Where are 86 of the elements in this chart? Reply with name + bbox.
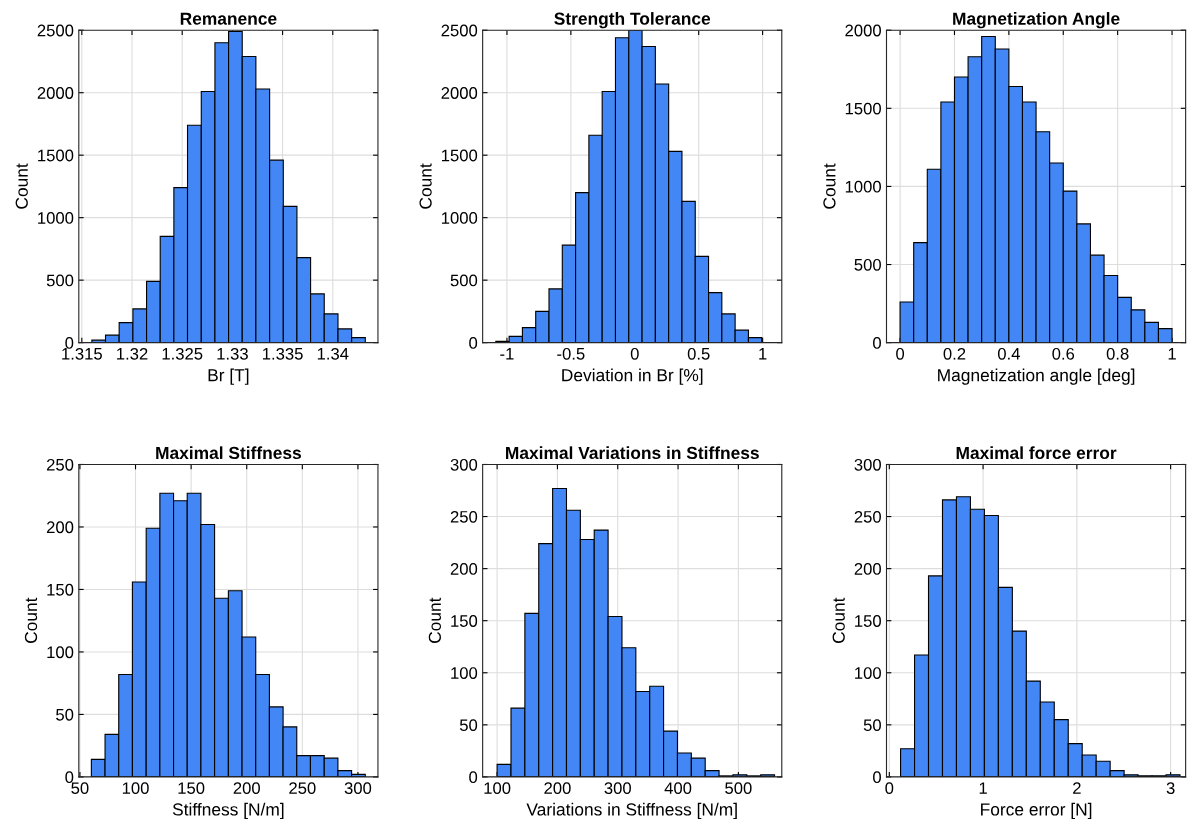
x-tick-label: -1 [500, 348, 514, 360]
y-tick-label: 100 [47, 646, 74, 659]
y-tick-label: 0 [469, 771, 478, 784]
x-tick-label: 1.34 [317, 347, 349, 360]
x-tick-label: 0.6 [1052, 347, 1075, 360]
x-tick-label: 1 [979, 782, 987, 794]
y-tick-label: 2500 [37, 24, 74, 37]
x-tick-label: 250 [289, 782, 316, 795]
chart-title: Remanence [180, 12, 277, 25]
x-tick-label: -0.5 [557, 347, 585, 360]
y-tick-label: 250 [854, 510, 881, 523]
y-tick-label: 0 [873, 337, 881, 349]
y-tick-label: 100 [855, 667, 881, 679]
x-tick-label: 0 [896, 347, 905, 360]
x-axis-title: Deviation in Br [%] [562, 368, 703, 385]
y-axis-title: Count [832, 597, 845, 643]
y-tick-label: 2500 [441, 24, 478, 37]
y-axis-title: Count [419, 163, 432, 209]
y-tick-label: 50 [56, 708, 74, 721]
x-tick-label: 1 [759, 348, 767, 360]
x-tick-label: 0.2 [943, 347, 966, 360]
chart-title: Maximal Stiffness [156, 446, 301, 460]
x-tick-label: 300 [344, 782, 372, 795]
y-tick-label: 1500 [441, 149, 478, 162]
y-tick-label: 200 [450, 563, 478, 575]
y-tick-label: 1500 [38, 149, 74, 162]
chart-title: Strength Tolerance [554, 12, 711, 29]
y-axis-title: Count [428, 597, 441, 643]
x-tick-label: 2 [1073, 782, 1081, 794]
x-axis-title: Force error [N] [981, 802, 1092, 820]
x-tick-label: 150 [178, 782, 205, 795]
y-axis-title: Count [823, 163, 836, 209]
y-tick-label: 300 [854, 458, 881, 471]
y-tick-label: 500 [46, 274, 74, 287]
chart-title: Maximal Variations in Stiffness [506, 446, 759, 460]
y-tick-label: 1000 [845, 180, 881, 193]
y-tick-label: 250 [450, 510, 478, 523]
y-tick-label: 200 [46, 521, 74, 534]
y-tick-label: 1000 [441, 212, 478, 224]
x-axis-title: Br [T] [208, 368, 249, 385]
y-tick-label: 100 [451, 667, 478, 679]
x-tick-label: 1 [1168, 348, 1176, 360]
x-axis-title: Variations in Stiffness [N/m] [526, 802, 737, 820]
y-tick-label: 150 [451, 615, 478, 627]
y-tick-label: 150 [47, 583, 74, 596]
chart-title: Maximal force error [956, 446, 1117, 460]
x-tick-label: 200 [233, 782, 260, 795]
x-axis-title: Stiffness [N/m] [172, 802, 284, 820]
y-tick-label: 300 [450, 458, 478, 471]
y-tick-label: 0 [873, 771, 881, 784]
y-tick-label: 500 [854, 258, 881, 271]
y-tick-label: 2000 [845, 24, 881, 37]
y-tick-label: 1500 [845, 102, 881, 115]
y-tick-label: 2000 [441, 87, 478, 99]
x-tick-label: 3 [1166, 782, 1175, 795]
x-tick-label: 1.315 [62, 347, 102, 360]
x-tick-label: 300 [604, 782, 631, 795]
y-axis-title: Count [15, 163, 28, 209]
x-tick-label: 0 [885, 782, 894, 795]
y-tick-label: 1000 [38, 212, 74, 224]
x-tick-label: 100 [122, 782, 149, 795]
y-tick-label: 150 [855, 615, 881, 627]
x-tick-label: 500 [725, 782, 752, 795]
chart-title: Magnetization Angle [953, 12, 1120, 29]
y-tick-label: 50 [863, 719, 881, 732]
y-tick-label: 500 [450, 274, 478, 287]
x-tick-label: 200 [544, 782, 571, 795]
x-tick-label: 0 [630, 347, 639, 360]
x-tick-label: 400 [664, 782, 692, 795]
y-tick-label: 0 [469, 337, 478, 349]
x-axis-title: Magnetization angle [deg] [938, 368, 1135, 385]
y-tick-label: 200 [854, 563, 881, 575]
y-tick-label: 0 [65, 337, 74, 349]
y-tick-label: 0 [65, 771, 74, 784]
x-tick-label: 100 [484, 782, 511, 795]
x-tick-label: 1.33 [217, 347, 248, 360]
y-tick-label: 50 [459, 719, 478, 732]
x-tick-label: 1.325 [162, 347, 203, 360]
x-tick-label: 0.5 [687, 347, 710, 360]
x-tick-label: 0.8 [1106, 347, 1129, 360]
x-tick-label: 1.32 [117, 347, 148, 360]
y-tick-label: 250 [46, 458, 74, 471]
x-tick-label: 1.335 [263, 347, 303, 360]
y-axis-title: Count [24, 597, 38, 643]
y-tick-label: 2000 [37, 87, 74, 99]
x-tick-label: 0.4 [997, 347, 1020, 360]
